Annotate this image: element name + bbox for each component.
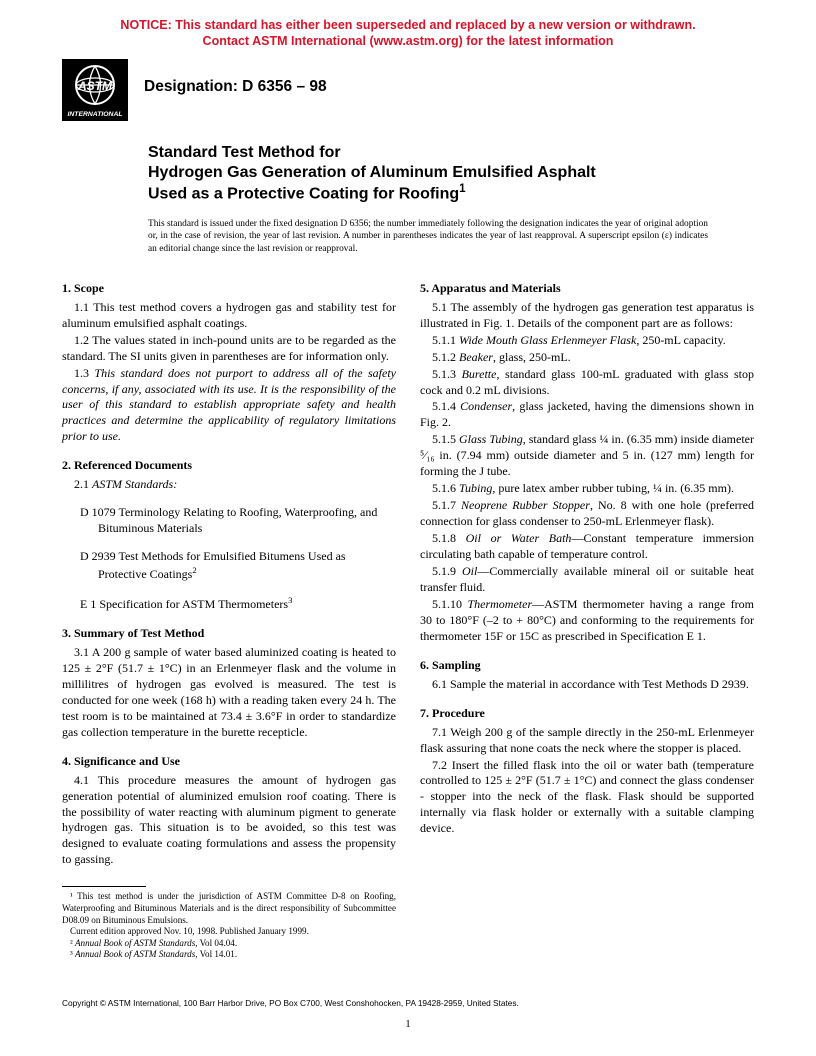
fn2: ² Annual Book of ASTM Standards, Vol 04.… [62,938,396,950]
issue-note: This standard is issued under the fixed … [148,218,708,255]
sec5-i3: 5.1.3 Burette, standard glass 100-mL gra… [420,367,754,399]
title-line3: Used as a Protective Coating for Roofing [148,186,459,203]
sec5-p1: 5.1 The assembly of the hydrogen gas gen… [420,300,754,332]
fn1b: Current edition approved Nov. 10, 1998. … [62,926,396,938]
sec5-head: 5. Apparatus and Materials [420,281,754,297]
sec5-i10: 5.1.10 Thermometer—ASTM thermometer havi… [420,597,754,645]
svg-text:ASTM: ASTM [77,79,113,93]
sec5-i7: 5.1.7 Neoprene Rubber Stopper, No. 8 wit… [420,498,754,530]
svg-text:INTERNATIONAL: INTERNATIONAL [68,111,123,118]
sec1-p1: 1.1 This test method covers a hydrogen g… [62,300,396,332]
header-row: ASTM INTERNATIONAL Designation: D 6356 –… [62,59,816,121]
document-title: Standard Test Method for Hydrogen Gas Ge… [148,143,738,204]
ref-d1079: D 1079 Terminology Relating to Roofing, … [80,505,396,537]
sec1-p3: 1.3 This standard does not purport to ad… [62,366,396,446]
ref-d2939: D 2939 Test Methods for Emulsified Bitum… [80,549,396,583]
sec5-i6: 5.1.6 Tubing, pure latex amber rubber tu… [420,481,754,497]
title-line2: Hydrogen Gas Generation of Aluminum Emul… [148,164,596,181]
sec3-head: 3. Summary of Test Method [62,626,396,642]
copyright: Copyright © ASTM International, 100 Barr… [62,998,519,1008]
sec6-p1: 6.1 Sample the material in accordance wi… [420,677,754,693]
fn3: ³ Annual Book of ASTM Standards, Vol 14.… [62,949,396,961]
sec5-i2: 5.1.2 Beaker, glass, 250-mL. [420,350,754,366]
astm-logo: ASTM INTERNATIONAL [62,59,128,121]
right-column: 5. Apparatus and Materials 5.1 The assem… [420,281,754,961]
title-line1: Standard Test Method for [148,144,341,161]
sec5-i9: 5.1.9 Oil—Commercially available mineral… [420,564,754,596]
left-column: 1. Scope 1.1 This test method covers a h… [62,281,396,961]
sec7-head: 7. Procedure [420,706,754,722]
sec5-i5: 5.1.5 Glass Tubing, standard glass ¼ in.… [420,432,754,480]
body-columns: 1. Scope 1.1 This test method covers a h… [62,281,754,961]
designation: Designation: D 6356 – 98 [144,78,327,96]
sec4-p1: 4.1 This procedure measures the amount o… [62,773,396,869]
footnote-rule [62,886,146,887]
sec7-p1: 7.1 Weigh 200 g of the sample directly i… [420,725,754,757]
sec5-i4: 5.1.4 Condenser, glass jacketed, having … [420,399,754,431]
sec5-i8: 5.1.8 Oil or Water Bath—Constant tempera… [420,531,754,563]
ref-e1: E 1 Specification for ASTM Thermometers3 [80,595,396,613]
fn1a: ¹ This test method is under the jurisdic… [62,891,396,926]
title-sup: 1 [459,183,465,195]
sec1-head: 1. Scope [62,281,396,297]
sec6-head: 6. Sampling [420,658,754,674]
sec1-p2: 1.2 The values stated in inch-pound unit… [62,333,396,365]
sec5-i1: 5.1.1 Wide Mouth Glass Erlenmeyer Flask,… [420,333,754,349]
sec7-p2: 7.2 Insert the filled flask into the oil… [420,758,754,838]
sec3-p1: 3.1 A 200 g sample of water based alumin… [62,645,396,741]
sec4-head: 4. Significance and Use [62,754,396,770]
notice-line2: Contact ASTM International (www.astm.org… [203,34,614,48]
notice-line1: NOTICE: This standard has either been su… [120,18,695,32]
sec2-head: 2. Referenced Documents [62,458,396,474]
footnotes: ¹ This test method is under the jurisdic… [62,891,396,961]
sec2-sub: 2.1 ASTM Standards: [62,477,396,493]
page-number: 1 [0,1018,816,1030]
notice-banner: NOTICE: This standard has either been su… [0,0,816,49]
